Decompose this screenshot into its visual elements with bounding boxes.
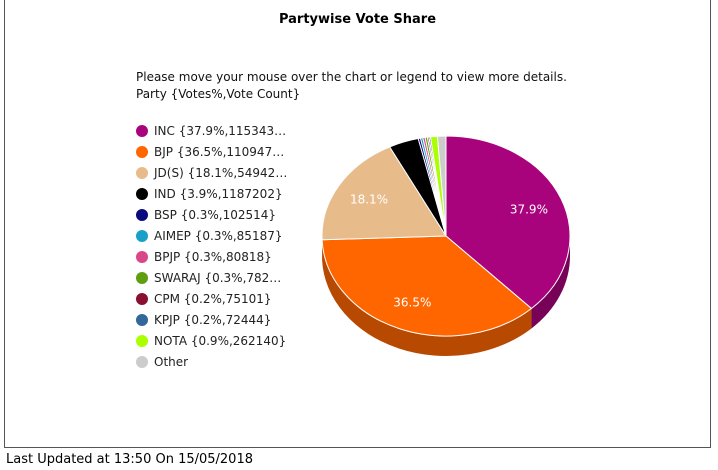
legend-label: BPJP {0.3%,80818} [154, 249, 272, 264]
legend-swatch [136, 271, 148, 284]
legend-swatch [136, 355, 148, 368]
pie-slice-inc[interactable] [445, 135, 571, 310]
legend-label: JD(S) {18.1%,54942… [154, 165, 288, 180]
pie-slice-other[interactable] [436, 135, 447, 237]
pie-slice-bjp[interactable] [321, 235, 533, 337]
legend-swatch [136, 292, 148, 305]
legend-label: CPM {0.2%,75101} [154, 291, 272, 306]
legend-item-ind[interactable]: IND {3.9%,1187202} [136, 183, 287, 204]
legend-swatch [136, 124, 148, 137]
legend-format-caption: Party {Votes%,Vote Count} [136, 87, 301, 101]
legend-label: IND {3.9%,1187202} [154, 186, 283, 201]
legend-label: BSP {0.3%,102514} [154, 207, 277, 222]
legend-swatch [136, 208, 148, 221]
pie-chart[interactable]: 37.9% 36.5% 18.1% [5, 0, 712, 448]
legend-item-inc[interactable]: INC {37.9%,115343… [136, 120, 287, 141]
legend-swatch [136, 334, 148, 347]
chart-title: Partywise Vote Share [278, 12, 437, 27]
legend-item-jds[interactable]: JD(S) {18.1%,54942… [136, 162, 287, 183]
legend-item-other[interactable]: Other [136, 351, 287, 372]
legend-label: INC {37.9%,115343… [154, 123, 287, 138]
legend-item-bjp[interactable]: BJP {36.5%,110947… [136, 141, 287, 162]
legend-label: NOTA {0.9%,262140} [154, 333, 287, 348]
legend-label: SWARAJ {0.3%,782… [154, 270, 282, 285]
legend-label: Other [154, 354, 189, 369]
data-label-jds: 18.1% [350, 193, 388, 207]
legend-swatch [136, 229, 148, 242]
pie-slice-jds[interactable] [321, 146, 447, 241]
chart-legend: INC {37.9%,115343… BJP {36.5%,110947… JD(S… [136, 120, 287, 372]
legend-item-bpjp[interactable]: BPJP {0.3%,80818} [136, 246, 287, 267]
pie-side-bjp [322, 239, 532, 356]
legend-item-bsp[interactable]: BSP {0.3%,102514} [136, 204, 287, 225]
legend-swatch [136, 313, 148, 326]
legend-item-swaraj[interactable]: SWARAJ {0.3%,782… [136, 267, 287, 288]
legend-item-aimep[interactable]: AIMEP {0.3%,85187} [136, 225, 287, 246]
chart-container: Partywise Vote Share Please move your mo… [4, 0, 711, 448]
chart-instructions: Please move your mouse over the chart or… [136, 70, 567, 84]
data-label-inc: 37.9% [510, 202, 548, 216]
pie-side-inc [531, 236, 570, 329]
legend-swatch [136, 145, 148, 158]
legend-swatch [136, 187, 148, 200]
legend-label: AIMEP {0.3%,85187} [154, 228, 283, 243]
legend-item-cpm[interactable]: CPM {0.2%,75101} [136, 288, 287, 309]
legend-label: BJP {36.5%,110947… [154, 144, 285, 159]
legend-item-nota[interactable]: NOTA {0.9%,262140} [136, 330, 287, 351]
legend-label: KPJP {0.2%,72444} [154, 312, 272, 327]
data-label-bjp: 36.5% [393, 296, 431, 310]
legend-swatch [136, 166, 148, 179]
last-updated-text: Last Updated at 13:50 On 15/05/2018 [6, 452, 253, 467]
legend-item-kpjp[interactable]: KPJP {0.2%,72444} [136, 309, 287, 330]
legend-swatch [136, 250, 148, 263]
